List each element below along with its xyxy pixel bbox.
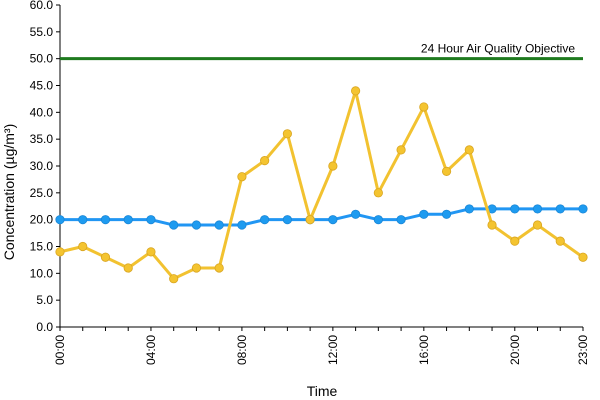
x-tick-label: 12:00 xyxy=(326,335,340,365)
series-1-point xyxy=(282,215,292,225)
series-2-point xyxy=(328,161,338,171)
y-tick-label: 0.0 xyxy=(36,320,53,334)
series-2-point xyxy=(191,263,202,273)
x-tick-label: 16:00 xyxy=(417,335,431,365)
series-2-point xyxy=(305,215,315,225)
series-1-point xyxy=(237,220,247,230)
series-2-point xyxy=(464,145,474,155)
y-tick-label: 35.0 xyxy=(30,132,54,146)
series-1-line xyxy=(60,207,583,227)
y-tick-label: 40.0 xyxy=(30,105,54,119)
series-1-point xyxy=(419,209,429,219)
series-1-point xyxy=(510,204,520,214)
y-tick-label: 5.0 xyxy=(36,293,53,307)
series-2-point xyxy=(237,172,247,182)
x-tick-label: 20:00 xyxy=(508,335,522,365)
series-1-point xyxy=(328,215,338,225)
x-tick-label: 00:00 xyxy=(53,335,67,365)
reference-line-layer: 24 Hour Air Quality Objective xyxy=(60,42,583,61)
axes-layer: 0.0 5.0 10.0 15.0 20.0 25.0 30.0 35.0 40.0 45.0 50… xyxy=(30,0,590,365)
y-tick-label: 10.0 xyxy=(30,266,54,280)
series-2-point xyxy=(373,188,383,198)
series-2-point xyxy=(396,145,406,155)
series-1-point xyxy=(169,220,179,230)
y-tick-label: 15.0 xyxy=(30,240,54,254)
series-2-point xyxy=(419,102,429,112)
series-1-point xyxy=(214,220,224,230)
y-tick-label: 20.0 xyxy=(30,213,54,227)
series-1-point xyxy=(373,215,383,225)
y-tick-label: 60.0 xyxy=(30,0,54,12)
series-1-point xyxy=(464,204,474,214)
labels-layer: Concentration (µg/m³) Time xyxy=(1,124,338,399)
series-2-point xyxy=(169,274,179,284)
series-2-point xyxy=(260,156,270,166)
series-1-point xyxy=(146,215,156,225)
series-1-point xyxy=(191,220,202,230)
series-2-point xyxy=(555,236,565,246)
series-2-point xyxy=(441,166,452,176)
series-1-point xyxy=(578,204,588,214)
air-quality-objective-label: 24 Hour Air Quality Objective xyxy=(421,42,575,56)
series-2-point xyxy=(282,129,292,139)
series-layer xyxy=(55,86,588,284)
series-1-point xyxy=(78,215,88,225)
y-axis-title: Concentration (µg/m³) xyxy=(1,124,17,260)
y-tick-label: 50.0 xyxy=(30,52,54,66)
series-1-point xyxy=(555,204,565,214)
series-2-point xyxy=(146,247,156,257)
series-1-point xyxy=(55,215,65,225)
y-tick-label: 30.0 xyxy=(30,159,54,173)
series-2-point xyxy=(100,252,111,262)
series-1-point xyxy=(100,215,111,225)
series-2-point xyxy=(487,220,497,230)
series-2-point xyxy=(78,241,88,252)
x-tick-label: 08:00 xyxy=(235,335,249,365)
series-2-point xyxy=(578,252,588,262)
series-1-point xyxy=(260,215,270,225)
series-2-point xyxy=(55,247,65,257)
series-1-point xyxy=(532,204,543,214)
series-2-line xyxy=(59,89,584,281)
x-tick-label: 04:00 xyxy=(144,335,158,365)
series-2-point xyxy=(510,236,520,246)
y-tick-label: 55.0 xyxy=(30,25,54,39)
series-1-point xyxy=(123,215,133,225)
x-tick-label: 23:00 xyxy=(576,335,590,365)
series-2-point xyxy=(214,263,224,273)
series-1-point xyxy=(441,209,452,219)
x-axis-title: Time xyxy=(307,383,338,399)
series-2-point xyxy=(532,220,543,230)
y-tick-label: 25.0 xyxy=(30,186,54,200)
series-2-point xyxy=(123,263,133,273)
series-2-point xyxy=(351,86,361,96)
y-tick-label: 45.0 xyxy=(30,79,54,93)
series-1-point xyxy=(351,209,361,219)
series-1-point xyxy=(396,215,406,225)
